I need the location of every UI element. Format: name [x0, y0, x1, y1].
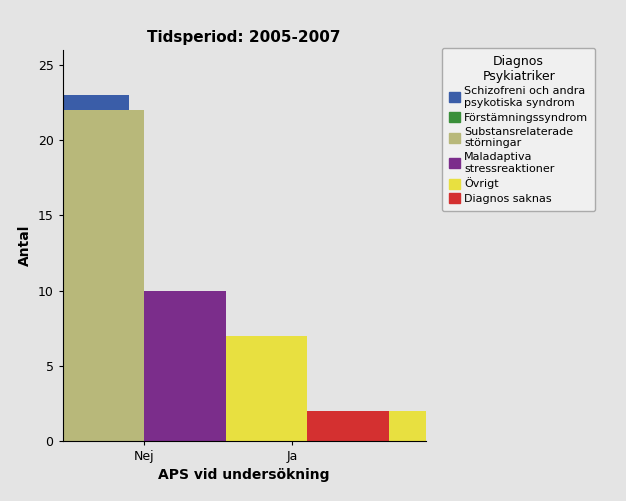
Bar	[307, 411, 389, 441]
Bar	[144, 291, 225, 441]
Bar	[374, 411, 455, 441]
Bar	[211, 426, 292, 441]
Bar	[225, 336, 307, 441]
Bar	[130, 381, 211, 441]
X-axis label: APS vid undersökning: APS vid undersökning	[158, 468, 330, 482]
Bar	[48, 95, 130, 441]
Bar	[63, 110, 144, 441]
Y-axis label: Antal: Antal	[18, 225, 32, 266]
Title: Tidsperiod: 2005-2007: Tidsperiod: 2005-2007	[147, 30, 341, 45]
Bar	[0, 351, 63, 441]
Legend: Schizofreni och andra
psykotiska syndrom, Förstämningssyndrom, Substansrelaterad: Schizofreni och andra psykotiska syndrom…	[442, 48, 595, 211]
